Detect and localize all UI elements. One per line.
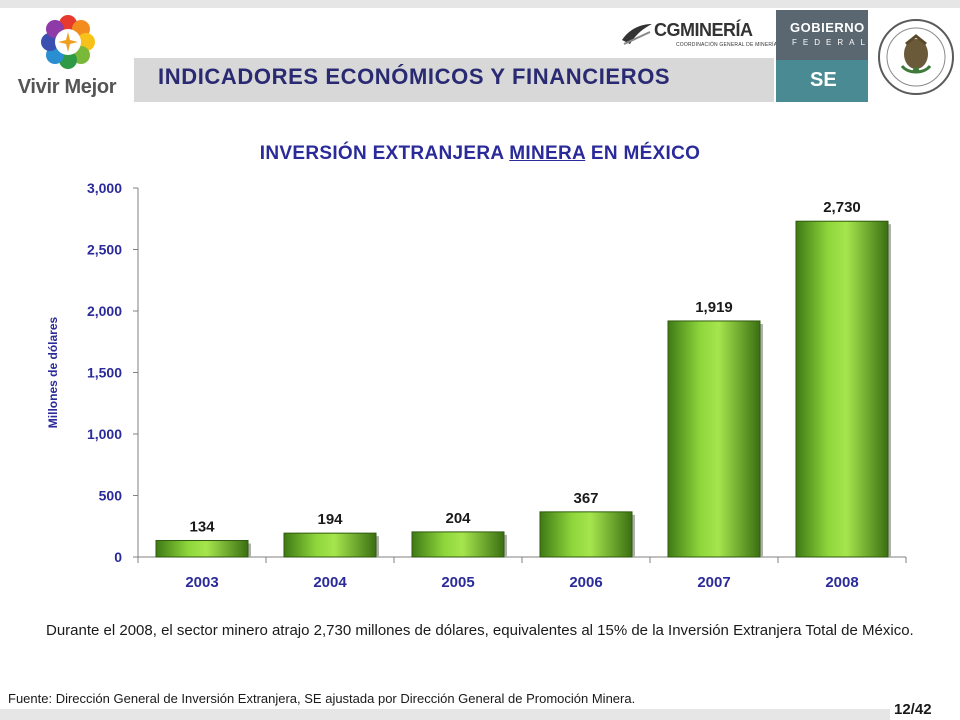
bar-2007 [667, 320, 761, 558]
federal-label: FEDERAL [792, 38, 871, 47]
source-text: Fuente: Dirección General de Inversión E… [8, 691, 636, 706]
chart-title-underlined: MINERA [509, 143, 586, 164]
cgmineria-subtext: COORDINACIÓN GENERAL DE MINERÍA [676, 42, 778, 48]
x-tick-label-2006: 2006 [569, 574, 602, 591]
chart-axes: 0 500 1,000 1,500 2,000 2,500 3,000 Millones de… [46, 180, 907, 565]
bar-2004 [283, 532, 377, 558]
y-axis-title: Millones de dólares [46, 316, 60, 428]
chart-labels: 134 2003 194 2004 204 2005 367 2006 1,919 2007 2,7… [185, 199, 860, 591]
gobierno-label: GOBIERNO [790, 20, 865, 35]
y-tick-label: 0 [114, 549, 122, 565]
x-tick-label-2008: 2008 [825, 574, 858, 591]
x-tick-label-2003: 2003 [185, 574, 218, 591]
x-tick-label-2004: 2004 [313, 574, 347, 591]
y-tick-label: 1,500 [87, 365, 122, 381]
cgmineria-swoosh-icon [622, 24, 652, 45]
bar-2005 [411, 531, 505, 558]
data-label-2007: 1,919 [695, 299, 733, 316]
y-tick-label: 2,000 [87, 303, 122, 319]
y-tick-label: 3,000 [87, 180, 122, 196]
se-box: SE [776, 60, 868, 102]
mexico-seal-icon [878, 19, 954, 95]
bar-2003 [155, 540, 249, 558]
data-label-2008: 2,730 [823, 199, 861, 216]
vivir-mejor-flower-icon [41, 15, 95, 69]
x-tick-label-2005: 2005 [441, 574, 474, 591]
x-tick-label-2007: 2007 [697, 574, 730, 591]
data-label-2006: 367 [573, 490, 598, 507]
se-label: SE [810, 69, 837, 91]
y-tick-label: 500 [99, 488, 123, 504]
vivir-mejor-text: Vivir Mejor [17, 76, 117, 98]
top-strip [0, 0, 960, 8]
data-label-2004: 194 [317, 511, 343, 528]
data-label-2005: 204 [445, 510, 471, 527]
description-text: Durante el 2008, el sector minero atrajo… [46, 622, 914, 639]
y-tick-label: 1,000 [87, 426, 122, 442]
chart-bars [155, 220, 891, 558]
chart-title-part1: INVERSIÓN EXTRANJERA [259, 143, 510, 164]
cgmineria-text: CGMINERÍA [654, 20, 753, 40]
bottom-strip [0, 709, 890, 720]
data-label-2003: 134 [189, 519, 215, 536]
bar-2008 [795, 220, 889, 558]
cgmineria-logo: CGMINERÍA COORDINACIÓN GENERAL DE MINERÍ… [620, 18, 777, 52]
gobierno-federal-box: GOBIERNO FEDERAL [776, 10, 868, 60]
vivir-mejor-logo: Vivir Mejor [6, 14, 128, 102]
banner-title: INDICADORES ECONÓMICOS Y FINANCIEROS [158, 64, 671, 89]
page-number: 12/42 [894, 701, 932, 718]
chart-title-part3: EN MÉXICO [585, 143, 701, 164]
header-banner [134, 58, 774, 102]
y-tick-label: 2,500 [87, 242, 122, 258]
bar-2006 [539, 511, 633, 558]
chart-title: INVERSIÓN EXTRANJERA MINERA EN MÉXICO [0, 143, 960, 165]
